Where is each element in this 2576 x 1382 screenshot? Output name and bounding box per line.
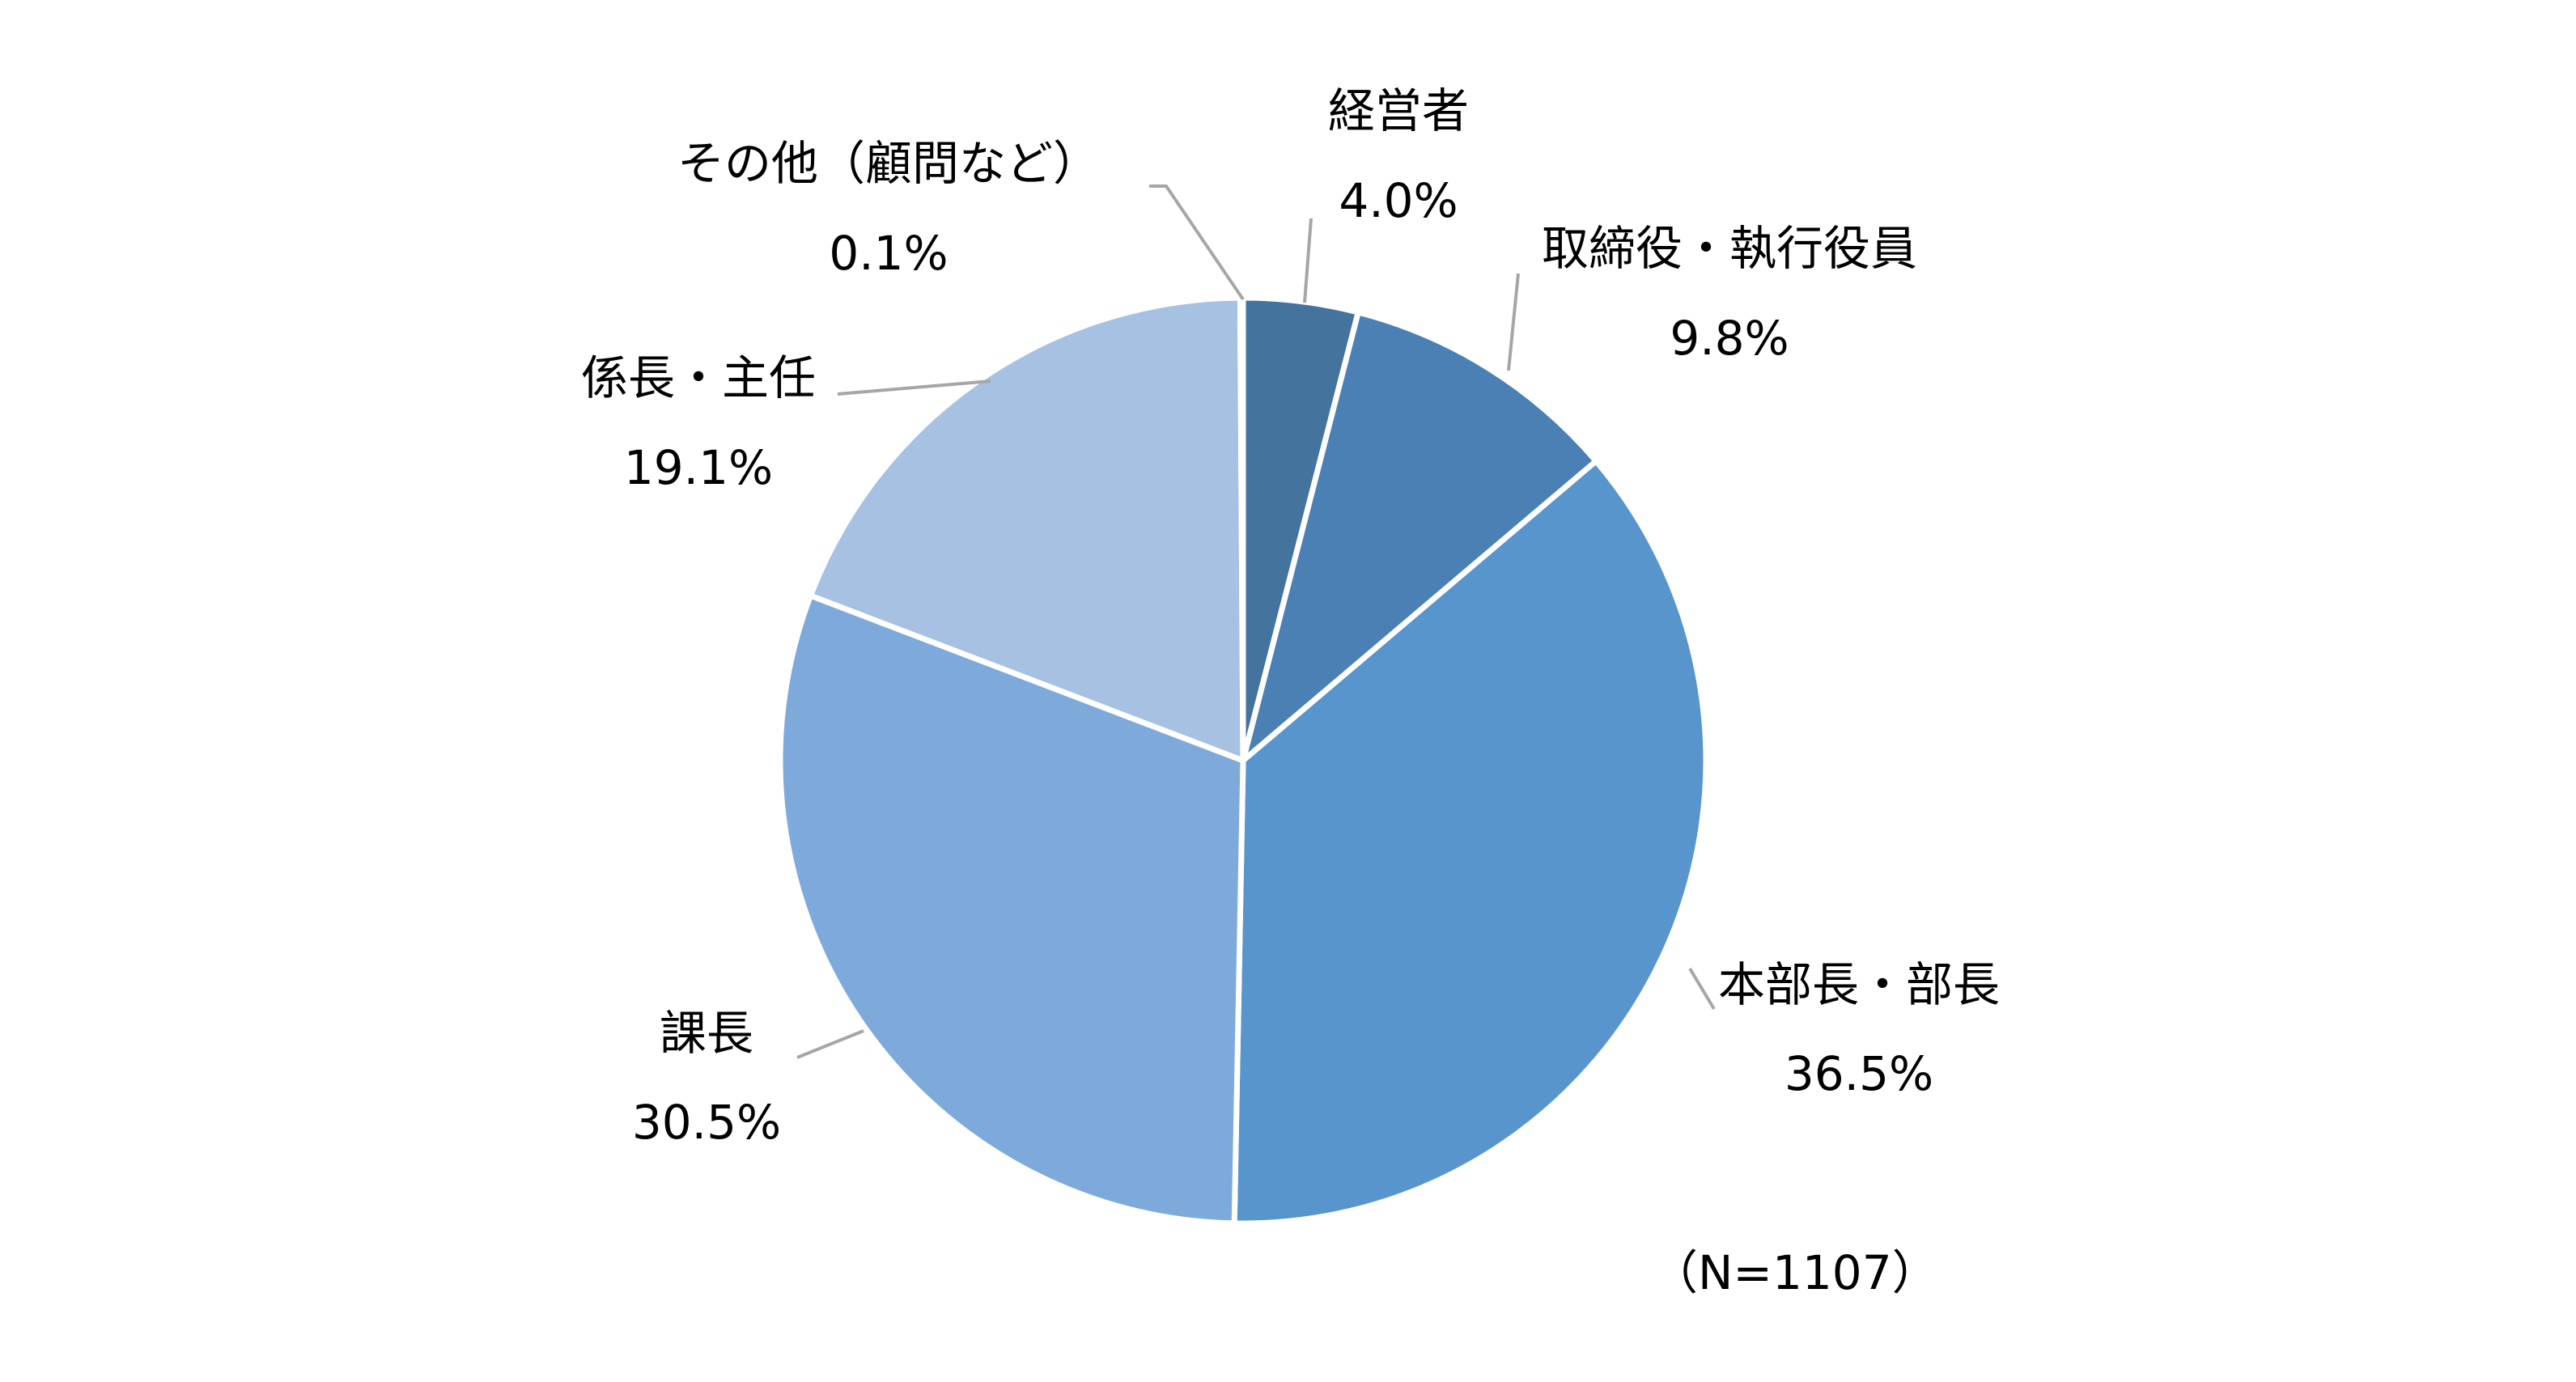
slice-3: [1231, 458, 1709, 1227]
sample-size-note: （N=1107）: [1651, 1245, 1939, 1300]
slice-1-value-label: 4.0%: [1339, 173, 1458, 228]
slice-5-value-label: 19.1%: [624, 440, 773, 495]
pie-slices: [777, 295, 1709, 1227]
slice-5-leader-line: [837, 379, 991, 396]
slice-labels: 経営者 4.0% 取締役・執行役員 9.8% 本部長・部長 36.5% 課長 30.5% 係長・…: [581, 83, 2000, 1150]
slice-6-value-label: 0.1%: [829, 226, 948, 281]
slice-5-category-label: 係長・主任: [581, 350, 816, 405]
slice-4-value-label: 30.5%: [632, 1095, 781, 1150]
slice-6: [1237, 295, 1246, 764]
slice-6-category-label: その他（顧問など）: [677, 136, 1100, 191]
slice-2-category-label: 取締役・執行役員: [1542, 221, 1917, 276]
slice-4-category-label: 課長: [660, 1006, 753, 1061]
slice-6-leader-line: [1149, 184, 1245, 301]
slice-2: [1240, 309, 1599, 764]
slice-4: [777, 592, 1246, 1227]
leader-lines: [796, 184, 1716, 1059]
slice-3-leader-line: [1688, 967, 1716, 1011]
slice-5: [808, 295, 1246, 764]
slice-1-category-label: 経営者: [1328, 83, 1469, 138]
slice-2-leader-line: [1507, 273, 1520, 371]
slice-3-category-label: 本部長・部長: [1718, 957, 2000, 1012]
slice-4-leader-line: [796, 1029, 864, 1059]
slice-1-leader-line: [1303, 218, 1313, 303]
slice-3-value-label: 36.5%: [1785, 1046, 1933, 1101]
slice-2-value-label: 9.8%: [1670, 311, 1789, 366]
